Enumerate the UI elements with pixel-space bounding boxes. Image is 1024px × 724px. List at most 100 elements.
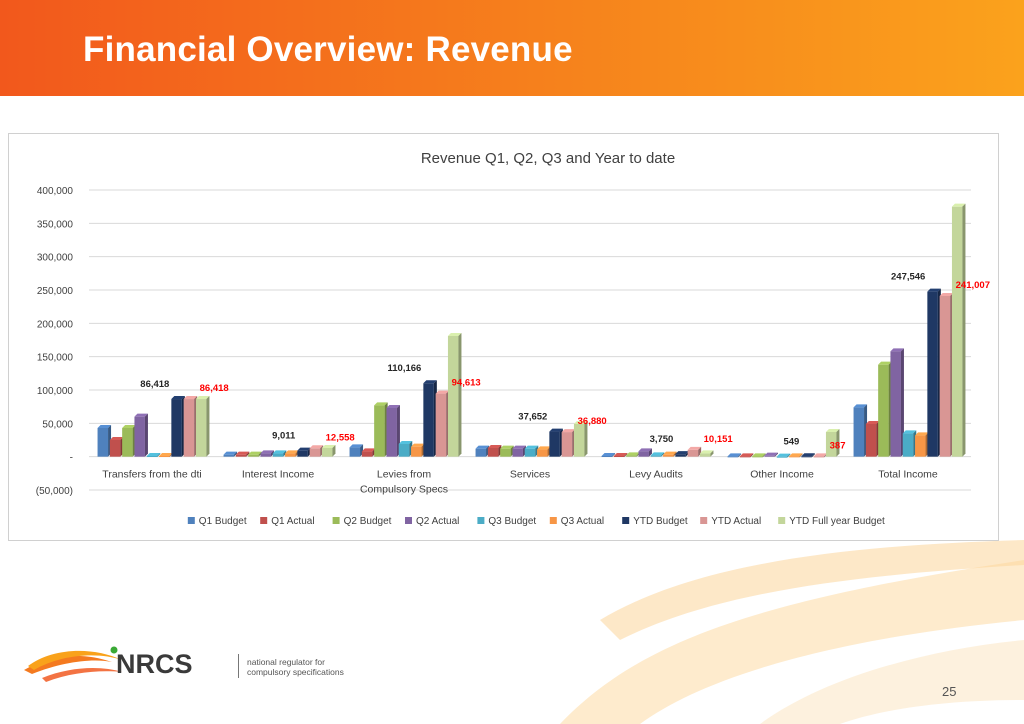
data-label: 110,166 — [388, 363, 422, 374]
legend-label: Q3 Budget — [488, 516, 536, 527]
bar-q3-budget — [650, 455, 662, 457]
bar-top-face — [813, 453, 828, 457]
bar-q2-budget — [122, 428, 133, 457]
bar-top-face — [285, 450, 299, 454]
legend-swatch — [700, 517, 708, 524]
y-tick-label: - — [70, 453, 73, 464]
bar-q2-actual — [134, 416, 145, 457]
bar-top-face — [764, 452, 778, 456]
bar-side-face — [900, 348, 904, 457]
bar-ytd-budget — [171, 399, 182, 457]
bar-top-face — [939, 292, 954, 296]
bar-top-face — [915, 432, 929, 436]
bar-q3-budget — [902, 433, 914, 457]
legend-swatch — [549, 517, 557, 524]
bar-side-face — [673, 451, 677, 457]
legend-label: Q2 Actual — [416, 516, 459, 527]
bar-q3-actual — [159, 456, 170, 457]
y-tick-label: 400,000 — [37, 186, 74, 197]
logo-tagline-line1: national regulator for — [247, 657, 325, 667]
bar-q1-budget — [727, 456, 739, 458]
y-tick-label: 300,000 — [37, 253, 74, 264]
bar-q1-budget — [97, 428, 109, 457]
bar-side-face — [283, 450, 287, 457]
bar-top-face — [739, 453, 754, 457]
y-tick-label: 350,000 — [37, 219, 74, 230]
bar-top-face — [349, 444, 364, 448]
data-label: 86,418 — [200, 383, 229, 394]
bar-q1-actual — [109, 440, 121, 457]
bar-q3-budget — [272, 453, 284, 457]
x-category-label: Transfers from the dti — [102, 469, 201, 481]
nrcs-logo: NRCS — [24, 646, 193, 682]
bar-side-face — [648, 448, 652, 457]
bar-q2-actual — [764, 455, 775, 457]
y-tick-label: 50,000 — [42, 419, 73, 430]
bar-q2-actual — [890, 351, 901, 457]
bar-side-face — [612, 453, 616, 457]
y-tick-label: 200,000 — [37, 319, 74, 330]
bar-q1-actual — [613, 456, 625, 457]
legend-swatch — [405, 517, 412, 524]
bar-side-face — [157, 453, 161, 457]
bar-top-face — [272, 450, 287, 454]
bar-q2-actual — [386, 408, 397, 457]
bar-top-face — [447, 333, 462, 336]
bar-side-face — [710, 450, 714, 457]
bar-q1-budget — [853, 407, 865, 457]
bar-ytd-budget — [927, 291, 938, 457]
bar-side-face — [787, 453, 791, 458]
bar-top-face — [752, 453, 766, 457]
bar-side-face — [962, 203, 966, 457]
data-label: 10,151 — [704, 434, 734, 445]
bar-side-face — [762, 453, 766, 458]
bar-top-face — [487, 445, 502, 448]
bar-top-face — [171, 396, 185, 400]
bar-top-face — [865, 421, 880, 424]
slide-title: Financial Overview: Revenue — [83, 30, 573, 69]
bar-top-face — [297, 447, 311, 451]
x-category-label: Other Income — [750, 469, 814, 481]
bar-ytd-actual — [183, 399, 195, 457]
bar-top-face — [825, 429, 840, 432]
bar-q1-actual — [361, 451, 373, 457]
x-category-label: Interest Income — [242, 469, 315, 481]
bar-top-face — [663, 451, 677, 455]
bar-top-face — [573, 421, 588, 424]
chart-title: Revenue Q1, Q2, Q3 and Year to date — [421, 150, 675, 167]
bar-q2-budget — [626, 455, 637, 457]
bar-ytd-full-year-budget — [951, 206, 963, 457]
legend-swatch — [332, 517, 340, 524]
x-category-label: Levies from — [377, 469, 432, 481]
y-tick-label: 250,000 — [37, 286, 74, 297]
bar-top-face — [159, 453, 173, 456]
bar-top-face — [435, 390, 450, 394]
bar-top-face — [248, 451, 262, 455]
bar-side-face — [234, 451, 238, 457]
bar-side-face — [799, 453, 803, 458]
bar-q1-actual — [235, 454, 247, 457]
bar-q1-budget — [475, 448, 487, 457]
x-category-label: Compulsory Specs — [360, 484, 448, 496]
data-label: 9,011 — [272, 431, 296, 442]
x-category-label: Services — [510, 469, 550, 481]
bar-top-face — [687, 446, 702, 450]
bar-top-face — [650, 452, 665, 456]
bar-q2-budget — [248, 454, 259, 457]
bar-top-face — [475, 445, 490, 449]
bar-top-face — [146, 453, 161, 456]
bar-top-face — [890, 348, 904, 352]
bar-side-face — [144, 413, 148, 457]
bar-top-face — [601, 453, 616, 456]
bar-side-face — [270, 450, 274, 457]
bar-top-face — [727, 453, 742, 457]
bar-top-face — [638, 448, 652, 452]
data-label: 12,558 — [326, 432, 355, 443]
logo-tagline: national regulator for compulsory specif… — [247, 657, 387, 677]
bar-q3-actual — [663, 454, 674, 457]
bar-top-face — [549, 428, 563, 432]
data-label: 247,546 — [891, 272, 925, 283]
bar-q3-actual — [411, 446, 422, 457]
bar-q2-budget — [500, 448, 511, 457]
logo-tagline-line2: compulsory specifications — [247, 667, 344, 677]
